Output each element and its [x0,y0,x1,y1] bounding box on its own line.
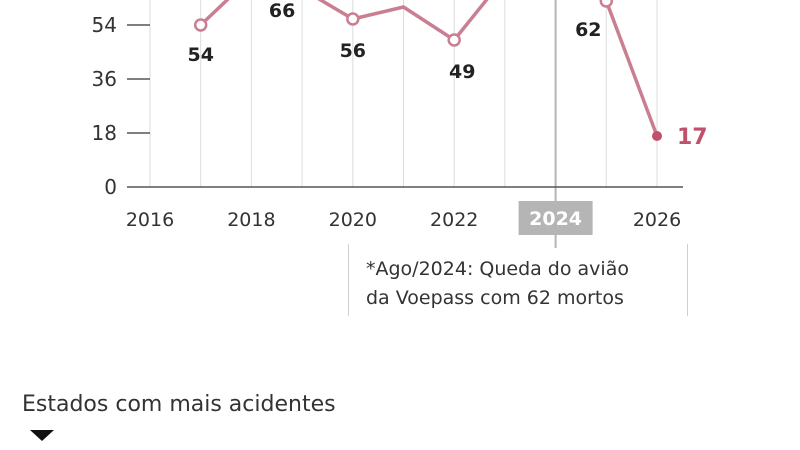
series [193,0,662,141]
point-2026 [652,131,662,141]
x-tick-label-2018: 2018 [227,209,275,231]
data-label-2026: 17 [677,125,708,150]
series-line [198,0,659,138]
x-tick-label-2020: 2020 [329,209,377,231]
y-tick-label-36: 36 [92,67,117,91]
y-tick-label-18: 18 [92,121,117,145]
annotation-line-2: da Voepass com 62 mortos [366,287,624,309]
x-tick-label-2024: 2024 [529,208,582,230]
data-label-2019: 66 [269,0,295,22]
point-2022 [447,33,461,47]
highlight-tick-box [518,201,593,235]
y-tick-label-54: 54 [92,13,117,37]
x-tick-label-2022: 2022 [430,209,478,231]
data-label-2017: 54 [187,44,213,66]
x-tick-label-2016: 2016 [126,209,174,231]
annotation-line-1: *Ago/2024: Queda do avião [366,258,629,280]
data-labels: 54 66 56 49 62 17 [187,0,707,150]
data-label-2025: 62 [575,19,601,41]
section-title: Estados com mais acidentes [22,392,336,417]
annotation-box: *Ago/2024: Queda do avião da Voepass com… [348,244,688,316]
point-2017 [193,18,208,32]
caret-down-icon[interactable] [30,430,54,441]
data-label-2022: 49 [449,61,475,83]
line-chart: 0 18 36 54 2016 2018 2020 2022 2024 2026 54 66 56 49… [92,0,708,248]
data-label-2020: 56 [340,40,366,62]
point-2025 [599,0,614,8]
x-tick-label-2026: 2026 [633,209,681,231]
axes: 0 18 36 54 2016 2018 2020 2022 2024 2026 [92,13,683,235]
y-tick-label-0: 0 [104,175,117,199]
point-2020 [346,12,360,26]
